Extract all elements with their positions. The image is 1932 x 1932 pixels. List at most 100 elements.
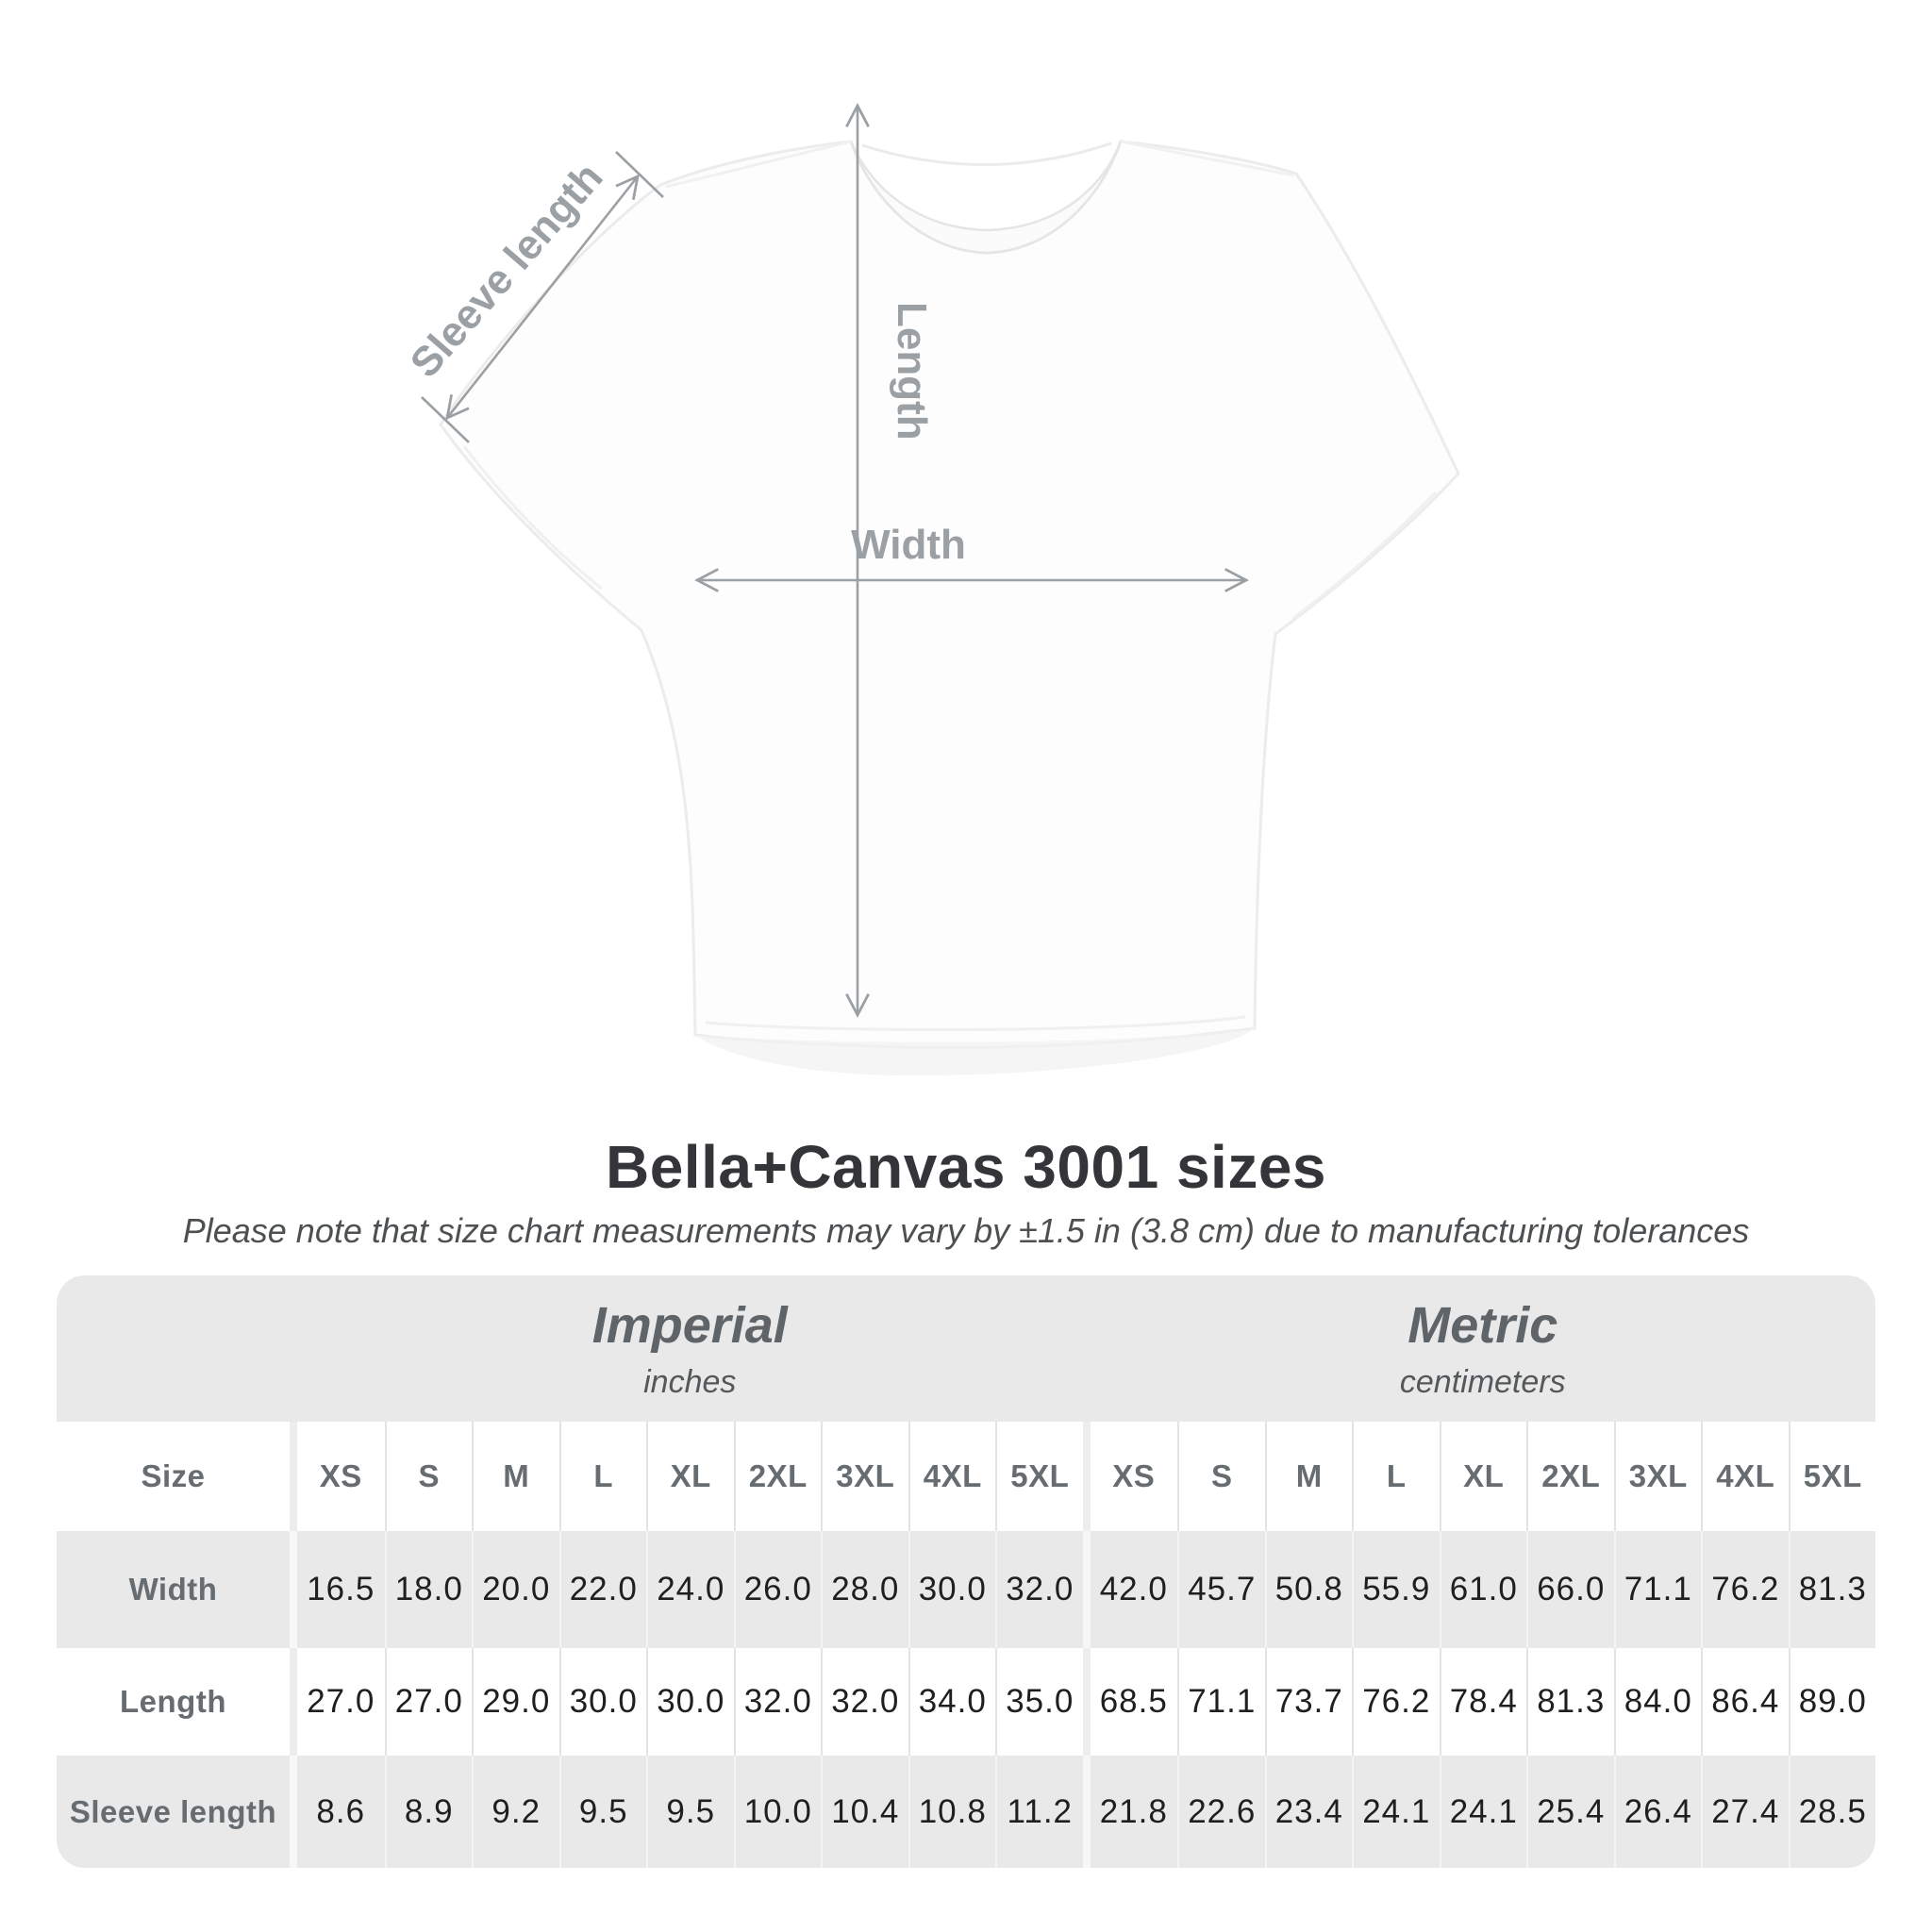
section-separator xyxy=(290,1531,297,1648)
value-cell: 76.2 xyxy=(1701,1531,1789,1648)
size-header-cell: 2XL xyxy=(1526,1422,1614,1531)
length-label: Length xyxy=(889,302,935,441)
value-cell: 26.0 xyxy=(733,1531,821,1648)
collar xyxy=(849,141,1123,255)
sleeve-tick-top xyxy=(615,151,664,198)
page-title: Bella+Canvas 3001 sizes xyxy=(605,1133,1327,1201)
size-header-cell: 2XL xyxy=(733,1422,821,1531)
section-separator xyxy=(290,1275,297,1422)
value-cell: 22.6 xyxy=(1177,1756,1265,1868)
value-cell: 28.0 xyxy=(821,1531,908,1648)
value-cell: 76.2 xyxy=(1352,1648,1440,1756)
value-cell: 55.9 xyxy=(1352,1531,1440,1648)
value-cell: 71.1 xyxy=(1613,1531,1701,1648)
tshirt-illustration xyxy=(439,140,1460,1076)
row-label: Width xyxy=(57,1531,290,1648)
value-cell: 22.0 xyxy=(558,1531,646,1648)
value-cell: 61.0 xyxy=(1439,1531,1526,1648)
section-separator xyxy=(1082,1648,1091,1756)
value-cell: 24.0 xyxy=(646,1531,734,1648)
size-header-cell: 5XL xyxy=(1788,1422,1875,1531)
measurement-annotations xyxy=(421,103,1249,1018)
value-cell: 9.5 xyxy=(558,1756,646,1868)
imperial-group-header: Imperial inches xyxy=(297,1275,1083,1422)
size-header-cell: XL xyxy=(1439,1422,1526,1531)
section-separator xyxy=(290,1756,297,1868)
section-separator xyxy=(290,1422,297,1531)
size-header-cell: 4XL xyxy=(1701,1422,1789,1531)
size-table: Imperial inches Metric centimeters Size … xyxy=(57,1275,1875,1868)
value-cell: 23.4 xyxy=(1264,1756,1352,1868)
value-cell: 30.0 xyxy=(558,1648,646,1756)
value-cell: 45.7 xyxy=(1177,1531,1265,1648)
size-header-cell: 3XL xyxy=(821,1422,908,1531)
value-cell: 35.0 xyxy=(995,1648,1083,1756)
back-collar-seam xyxy=(861,142,1112,166)
value-cell: 8.9 xyxy=(384,1756,472,1868)
value-cell: 81.3 xyxy=(1526,1648,1614,1756)
value-cell: 71.1 xyxy=(1177,1648,1265,1756)
value-cell: 34.0 xyxy=(908,1648,995,1756)
size-header-cell: XS xyxy=(297,1422,385,1531)
imperial-unit: inches xyxy=(643,1364,737,1400)
value-cell: 21.8 xyxy=(1090,1756,1177,1868)
left-shoulder-seam xyxy=(665,140,852,189)
value-cell: 10.0 xyxy=(733,1756,821,1868)
tshirt-diagram: Length Width Sleeve length xyxy=(401,103,1460,1076)
table-corner xyxy=(57,1275,290,1422)
value-cell: 32.0 xyxy=(821,1648,908,1756)
width-label: Width xyxy=(851,522,966,568)
value-cell: 84.0 xyxy=(1613,1648,1701,1756)
value-cell: 28.5 xyxy=(1788,1756,1875,1868)
value-cell: 66.0 xyxy=(1526,1531,1614,1648)
value-cell: 20.0 xyxy=(472,1531,559,1648)
size-header-cell: L xyxy=(1352,1422,1440,1531)
tolerance-note: Please note that size chart measurements… xyxy=(182,1211,1750,1250)
hem-seam xyxy=(705,1015,1246,1032)
value-cell: 27.0 xyxy=(384,1648,472,1756)
value-cell: 32.0 xyxy=(995,1531,1083,1648)
value-cell: 29.0 xyxy=(472,1648,559,1756)
value-cell: 10.4 xyxy=(821,1756,908,1868)
size-header-cell: M xyxy=(472,1422,559,1531)
section-separator xyxy=(1082,1422,1091,1531)
value-cell: 26.4 xyxy=(1613,1756,1701,1868)
size-row-label: Size xyxy=(57,1422,290,1531)
value-cell: 32.0 xyxy=(733,1648,821,1756)
right-cuff-seam xyxy=(1291,491,1438,621)
value-cell: 42.0 xyxy=(1090,1531,1177,1648)
size-header-cell: M xyxy=(1264,1422,1352,1531)
value-cell: 30.0 xyxy=(908,1531,995,1648)
row-label: Sleeve length xyxy=(57,1756,290,1868)
value-cell: 30.0 xyxy=(646,1648,734,1756)
value-cell: 24.1 xyxy=(1439,1756,1526,1868)
value-cell: 73.7 xyxy=(1264,1648,1352,1756)
value-cell: 27.4 xyxy=(1701,1756,1789,1868)
value-cell: 86.4 xyxy=(1701,1648,1789,1756)
tshirt-outline xyxy=(439,140,1460,1050)
sleeve-length-arrow xyxy=(445,174,640,421)
size-header-cell: XS xyxy=(1090,1422,1177,1531)
size-header-cell: 3XL xyxy=(1613,1422,1701,1531)
right-shoulder-seam xyxy=(1120,140,1295,177)
value-cell: 89.0 xyxy=(1788,1648,1875,1756)
size-header-cell: S xyxy=(1177,1422,1265,1531)
value-cell: 9.2 xyxy=(472,1756,559,1868)
value-cell: 16.5 xyxy=(297,1531,385,1648)
value-cell: 27.0 xyxy=(297,1648,385,1756)
value-cell: 9.5 xyxy=(646,1756,734,1868)
value-cell: 25.4 xyxy=(1526,1756,1614,1868)
size-header-cell: 4XL xyxy=(908,1422,995,1531)
imperial-title: Imperial xyxy=(591,1297,788,1354)
size-header-cell: L xyxy=(558,1422,646,1531)
value-cell: 78.4 xyxy=(1439,1648,1526,1756)
metric-title: Metric xyxy=(1407,1297,1558,1354)
section-separator xyxy=(1083,1275,1091,1422)
size-header-cell: S xyxy=(384,1422,472,1531)
value-cell: 8.6 xyxy=(297,1756,385,1868)
size-header-cell: XL xyxy=(646,1422,734,1531)
row-label: Length xyxy=(57,1648,290,1756)
hem-shadow xyxy=(695,1028,1255,1076)
metric-unit: centimeters xyxy=(1399,1364,1566,1400)
